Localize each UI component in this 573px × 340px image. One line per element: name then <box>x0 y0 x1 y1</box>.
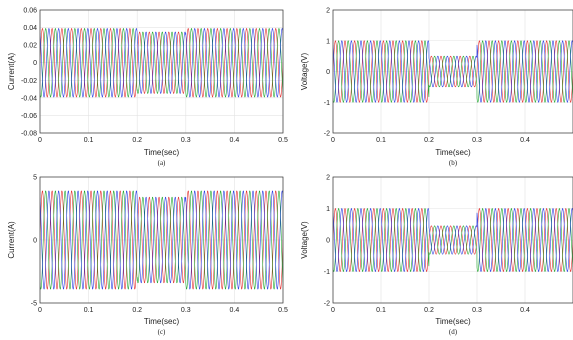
x-tick-label: 0 <box>38 307 42 314</box>
x-tick-label: 0.4 <box>230 307 240 314</box>
plot-frame <box>39 9 284 134</box>
phase-series-line <box>40 190 283 290</box>
x-tick-label: 0.3 <box>472 137 482 144</box>
y-axis-label: Current(A) <box>7 221 16 259</box>
x-tick-label: 0 <box>331 307 335 314</box>
phase-series-line <box>333 40 573 103</box>
y-tick-label: -2 <box>324 131 330 138</box>
x-tick-label: 0.3 <box>472 307 482 314</box>
y-tick-label: 0 <box>33 60 37 67</box>
y-tick-label: -1 <box>324 100 330 107</box>
y-tick-label: 0.04 <box>23 25 37 32</box>
y-tick-label: -5 <box>31 301 37 308</box>
x-tick-label: 0.2 <box>132 307 142 314</box>
y-tick-label: 5 <box>33 175 37 182</box>
y-tick-label: -0.08 <box>21 131 37 138</box>
chart-panel-d: -2 -1 0 1 2 0 0.1 0.2 0.3 0.4 Time(sec) Voltage(V) (… <box>300 175 573 336</box>
y-tick-label: -2 <box>324 301 330 308</box>
chart-panel-b: -2 -1 0 1 2 0 0.1 0.2 0.3 0.4 Time(sec) Voltage(V) (… <box>300 8 573 167</box>
y-tick-label: -0.02 <box>21 78 37 85</box>
x-tick-label: 0.4 <box>520 307 530 314</box>
y-axis-label: Voltage(V) <box>300 52 309 90</box>
x-tick-label: 0.3 <box>181 307 191 314</box>
waveforms <box>40 190 283 290</box>
x-tick-label: 0.1 <box>376 307 386 314</box>
y-tick-label: -0.06 <box>21 113 37 120</box>
y-tick-label: 1 <box>326 38 330 45</box>
panel-caption: (b) <box>449 159 458 167</box>
x-tick-label: 0.4 <box>520 137 530 144</box>
x-tick-label: 0.5 <box>278 307 288 314</box>
x-tick-label: 0.1 <box>84 307 94 314</box>
y-tick-label: 0.06 <box>23 8 37 15</box>
plot-frame <box>39 176 284 304</box>
phase-series-line <box>40 28 283 98</box>
x-tick-label: 0.4 <box>230 137 240 144</box>
x-axis-label: Time(sec) <box>144 317 180 326</box>
y-axis-label: Current(A) <box>7 52 16 90</box>
x-tick-label: 0.1 <box>376 137 386 144</box>
x-axis-label: Time(sec) <box>435 148 471 157</box>
y-tick-label: 0 <box>326 69 330 76</box>
phase-series-line <box>333 208 573 272</box>
y-tick-label: 2 <box>326 175 330 182</box>
waveforms <box>40 28 283 98</box>
y-axis-label: Voltage(V) <box>300 221 309 259</box>
panel-caption: (d) <box>449 328 458 336</box>
x-axis-label: Time(sec) <box>435 317 471 326</box>
plot-frame <box>332 176 573 304</box>
x-tick-label: 0.2 <box>424 307 434 314</box>
y-tick-label: 1 <box>326 206 330 213</box>
phase-series-line <box>333 208 573 272</box>
phase-series-line <box>40 28 283 98</box>
phase-series-line <box>333 208 573 272</box>
y-tick-label: -0.04 <box>21 95 37 102</box>
phase-series-line <box>333 40 573 103</box>
phase-series-line <box>40 190 283 290</box>
x-tick-label: 0 <box>38 137 42 144</box>
waveforms <box>333 40 573 103</box>
phase-series-line <box>40 190 283 290</box>
chart-panel-a: -0.08 -0.06 -0.04 -0.02 0 0.02 0.04 0.06 0 0.1 0.2… <box>7 8 288 168</box>
x-axis-label: Time(sec) <box>144 148 180 157</box>
waveforms <box>333 208 573 272</box>
x-tick-label: 0.5 <box>278 137 288 144</box>
phase-series-line <box>333 40 573 103</box>
y-tick-label: 0.02 <box>23 43 37 50</box>
x-tick-label: 0.2 <box>132 137 142 144</box>
y-tick-label: 0 <box>326 238 330 245</box>
x-tick-label: 0.1 <box>84 137 94 144</box>
plot-frame <box>332 9 573 134</box>
panel-caption: (a) <box>158 159 166 167</box>
x-tick-label: 0.2 <box>424 137 434 144</box>
x-tick-label: 0 <box>331 137 335 144</box>
y-tick-label: 0 <box>33 238 37 245</box>
y-tick-label: 2 <box>326 8 330 15</box>
phase-series-line <box>40 28 283 98</box>
y-tick-label: -1 <box>324 269 330 276</box>
panel-caption: (c) <box>158 328 166 336</box>
x-tick-label: 0.3 <box>181 137 191 144</box>
